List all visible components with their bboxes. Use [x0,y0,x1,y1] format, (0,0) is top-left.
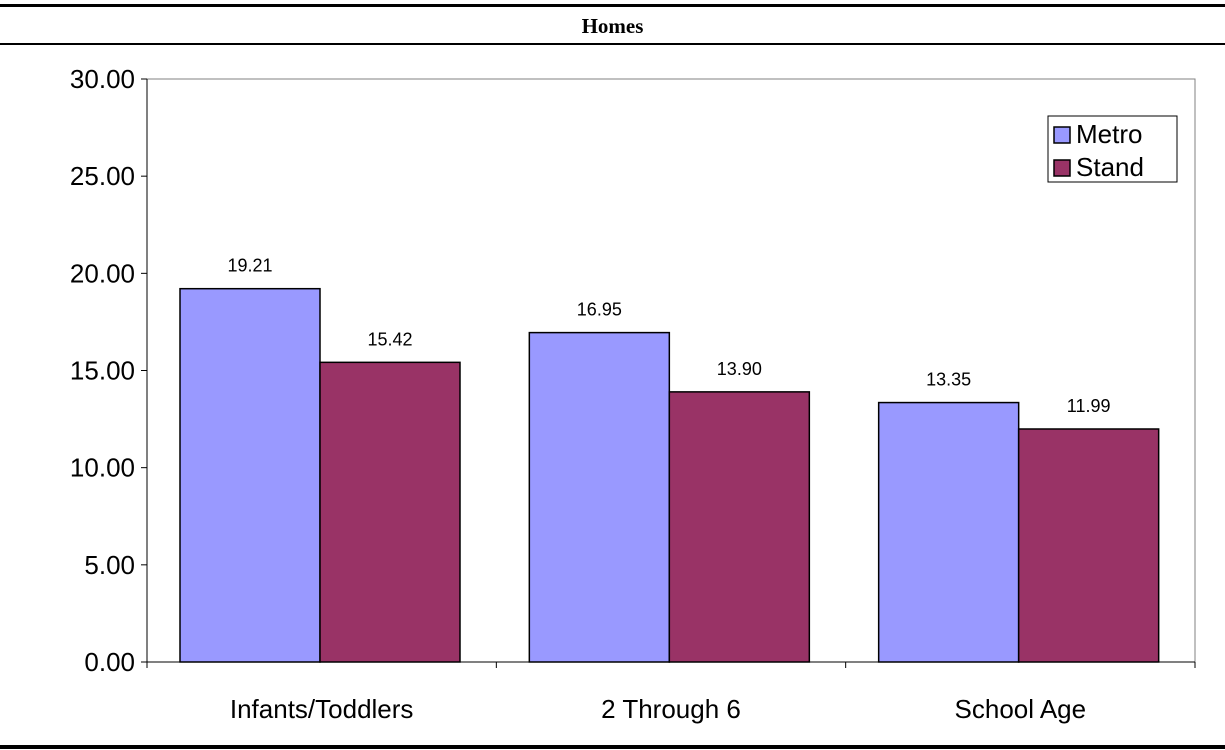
x-category-label: School Age [955,694,1087,724]
legend-swatch-metro [1053,126,1071,144]
y-tick-label: 5.00 [84,550,135,580]
x-category-label: Infants/Toddlers [230,694,414,724]
data-label: 13.35 [926,370,971,390]
bar-stand-2 [1017,428,1160,663]
y-tick-label: 10.00 [70,453,135,483]
y-tick-label: 25.00 [70,161,135,191]
bar-stand-1 [668,391,811,663]
legend-label-metro: Metro [1076,119,1142,149]
y-tick-label: 15.00 [70,356,135,386]
data-label: 16.95 [577,300,622,320]
data-label: 19.21 [227,256,272,276]
bar-metro-2 [877,401,1020,663]
y-tick-label: 0.00 [84,647,135,677]
bar-metro-0 [179,287,321,663]
data-label: 11.99 [1067,396,1111,416]
bar-metro-1 [528,331,671,663]
y-tick-label: 30.00 [70,64,135,94]
bottom-rule [0,745,1225,749]
x-category-label: 2 Through 6 [601,694,741,724]
top-rule [0,4,1225,7]
title-rule [0,43,1225,45]
data-label: 13.90 [717,359,762,379]
legend-label-stand: Stand [1076,152,1144,182]
bar-stand-0 [319,361,461,663]
y-tick-label: 20.00 [70,258,135,288]
data-label: 15.42 [367,329,412,349]
chart-title: Homes [581,14,644,38]
legend-swatch-stand [1053,159,1071,177]
